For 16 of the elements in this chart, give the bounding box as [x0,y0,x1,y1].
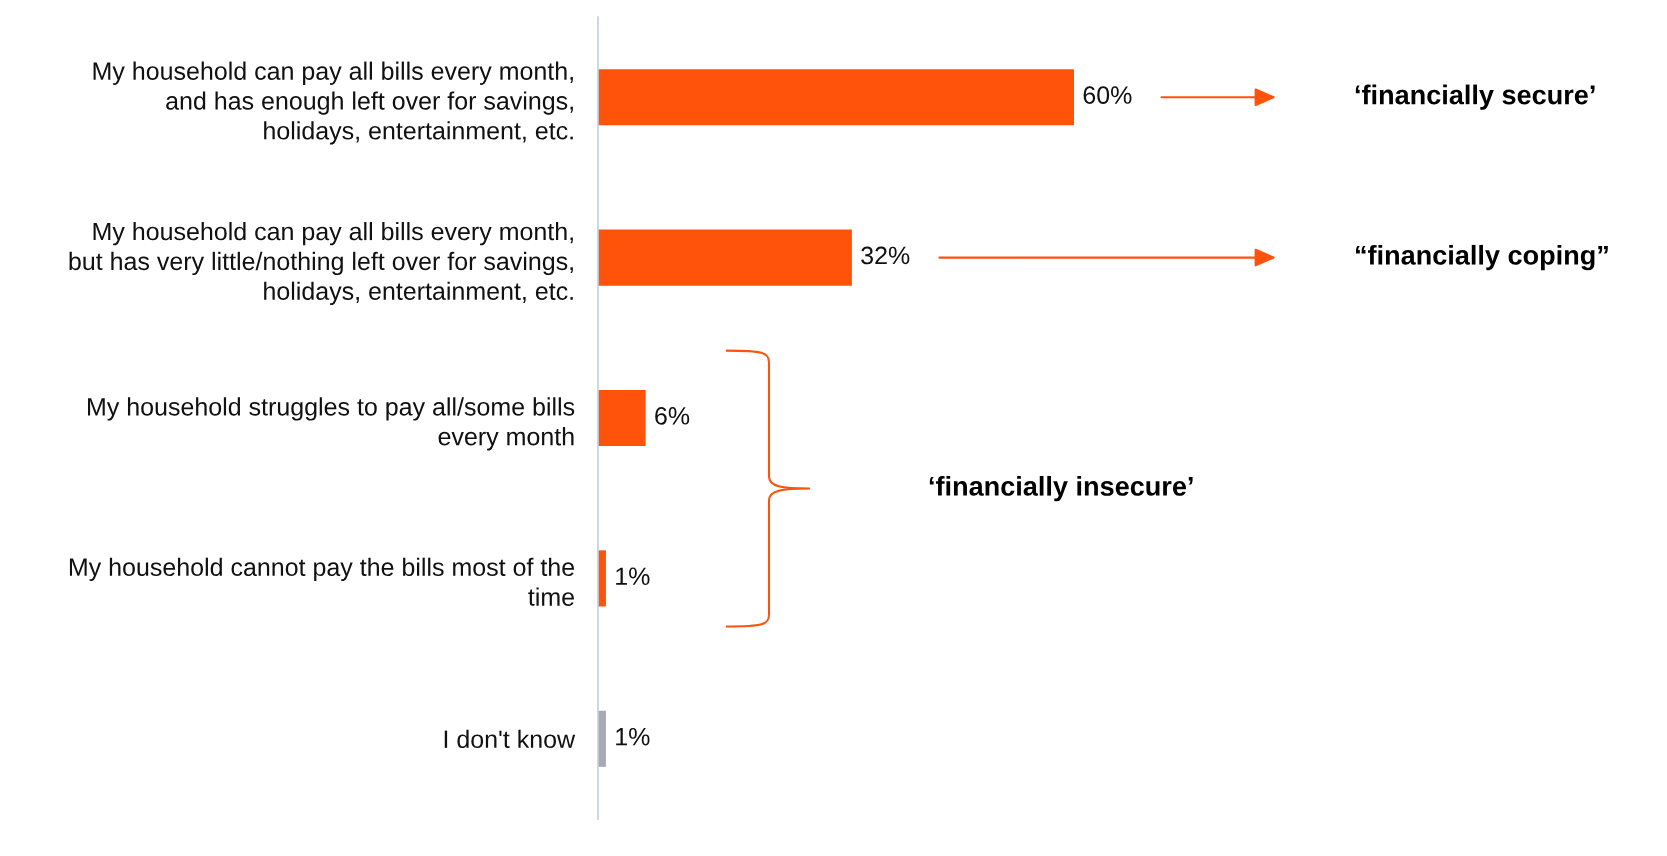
data-label: 60% [1083,86,1132,104]
y-tick-label: My household can pay all bills every month, but has very little/nothing left over for savings, holidays, entertainment, etc. [69,221,573,305]
text: “financially coping” [1356,244,1608,271]
data-label: 1% [616,727,650,746]
text: ‘financially secure’ [1355,84,1595,110]
y-tick-label: My household can pay all bills every month, and has enough left over for savings, holidays, entertainment, etc. [93,61,573,145]
bar [598,69,1074,126]
bar [598,389,646,447]
bar [598,229,852,286]
data-label: 32% [861,246,910,265]
y-tick-label: My household struggles to pay all/some bills every month [88,397,575,451]
y-tick-label: I don't know [444,729,576,749]
y-tick-label: My household cannot pay the bills most of the time [69,557,575,606]
data-label: 1% [616,567,650,586]
data-label: 6% [655,407,690,425]
annotation: ‘financially insecure’ [929,475,1193,502]
